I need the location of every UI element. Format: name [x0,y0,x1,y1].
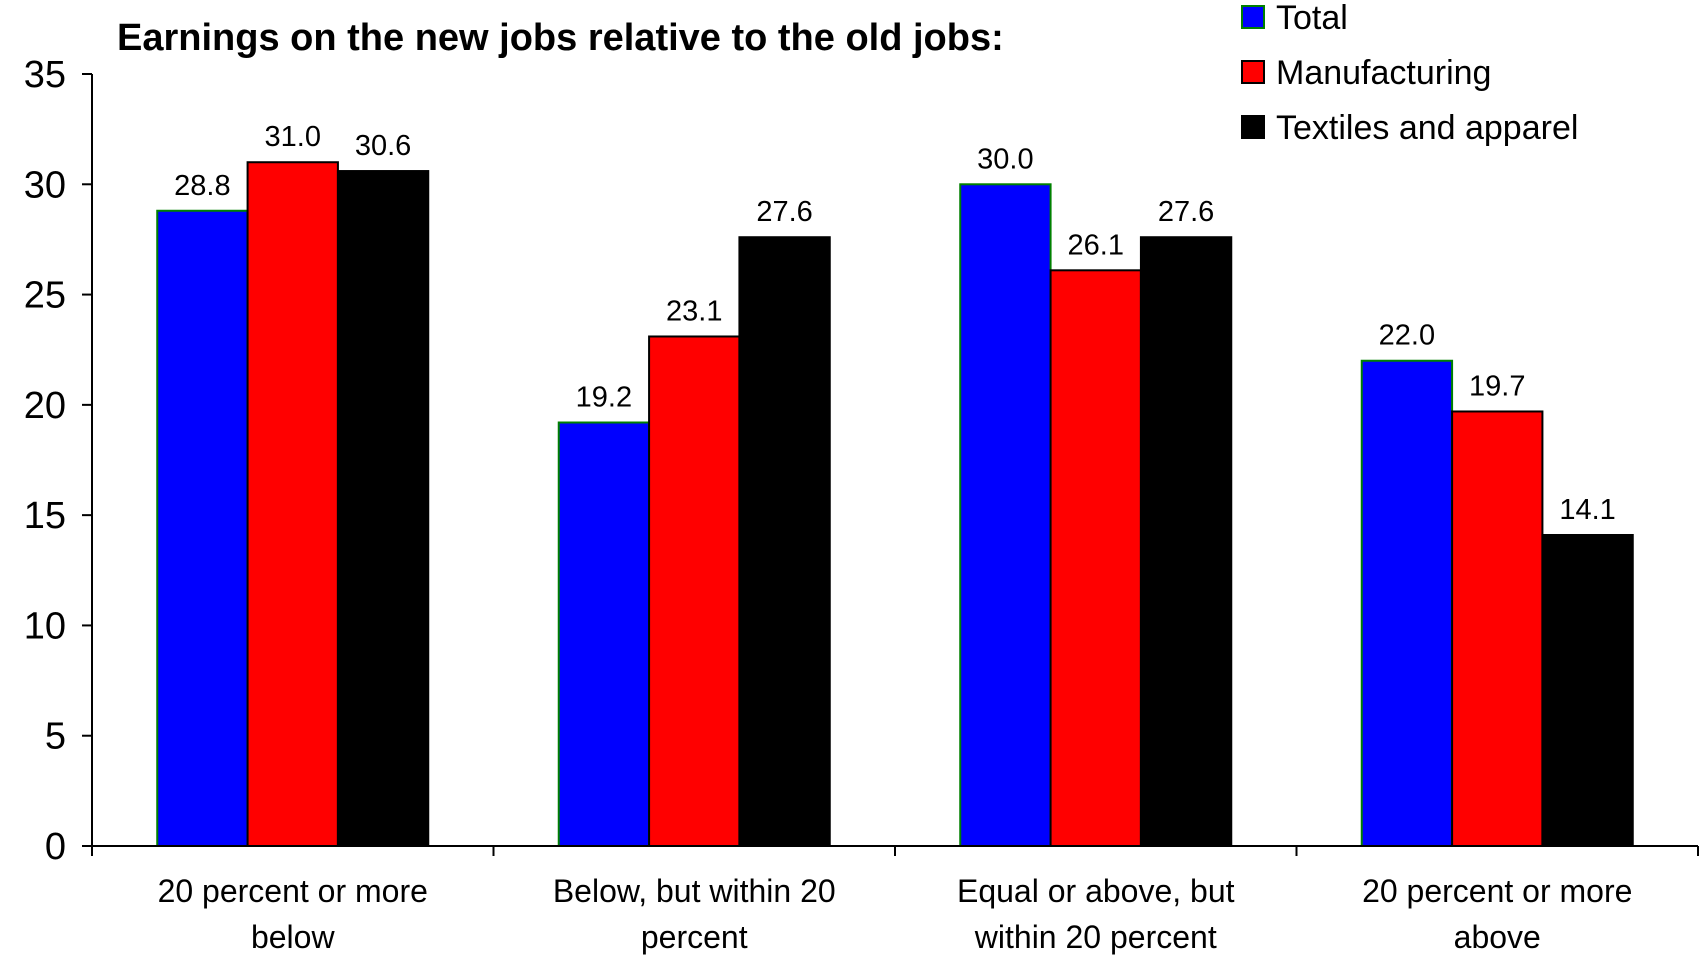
y-tick-label: 30 [24,164,66,206]
x-category-label: 20 percent or more [158,873,428,909]
bar [1139,236,1233,848]
bar [648,335,741,847]
bar [1360,359,1454,847]
data-label: 30.0 [977,143,1033,175]
legend: Total Manufacturing Textiles and apparel [1241,0,1578,147]
legend-swatch [1241,5,1265,29]
data-label: 22.0 [1379,320,1435,352]
bars-layer [156,161,1634,848]
y-tick-label: 15 [24,495,66,537]
chart-title: Earnings on the new jobs relative to the… [117,17,1004,59]
bar [738,236,831,848]
data-label: 19.2 [576,382,632,414]
legend-label: Total [1276,0,1348,37]
data-label: 28.8 [174,170,230,202]
x-category-label: within 20 percent [974,919,1217,955]
x-category-label: above [1454,919,1541,955]
data-labels-layer: 28.8 31.0 30.6 19.2 23.1 27.6 30.0 26.1 27.6 22.0… [174,121,1616,526]
x-category-label: Below, but within 20 [553,873,836,909]
x-category-label: percent [641,919,748,955]
bar [1049,269,1142,847]
data-label: 30.6 [355,130,411,162]
axes-layer: 0 5 10 15 20 25 30 35 20 percent or more below Bel… [24,54,1699,955]
data-label: 27.6 [1158,196,1214,228]
legend-label: Textiles and apparel [1276,109,1578,147]
y-tick-label: 20 [24,385,66,427]
bar [959,183,1052,848]
x-category-label: 20 percent or more [1362,873,1632,909]
y-tick-label: 5 [45,716,66,758]
legend-label: Manufacturing [1276,54,1491,92]
data-label: 27.6 [756,196,812,228]
y-tick-label: 10 [24,605,66,647]
data-label: 19.7 [1469,370,1525,402]
data-label: 26.1 [1068,229,1124,261]
bar [156,209,249,848]
bar [1451,410,1544,847]
data-label: 31.0 [265,121,321,153]
bar [557,421,651,847]
x-category-label: Equal or above, but [957,873,1235,909]
data-label: 14.1 [1559,494,1615,526]
y-tick-label: 25 [24,275,66,317]
y-tick-label: 0 [45,826,66,868]
bar [1541,533,1634,847]
bar [246,161,339,847]
legend-swatch [1241,115,1265,139]
data-label: 23.1 [666,295,722,327]
bar [336,170,430,847]
y-tick-label: 35 [24,54,66,96]
legend-swatch [1241,60,1265,84]
x-category-label: below [251,919,336,955]
